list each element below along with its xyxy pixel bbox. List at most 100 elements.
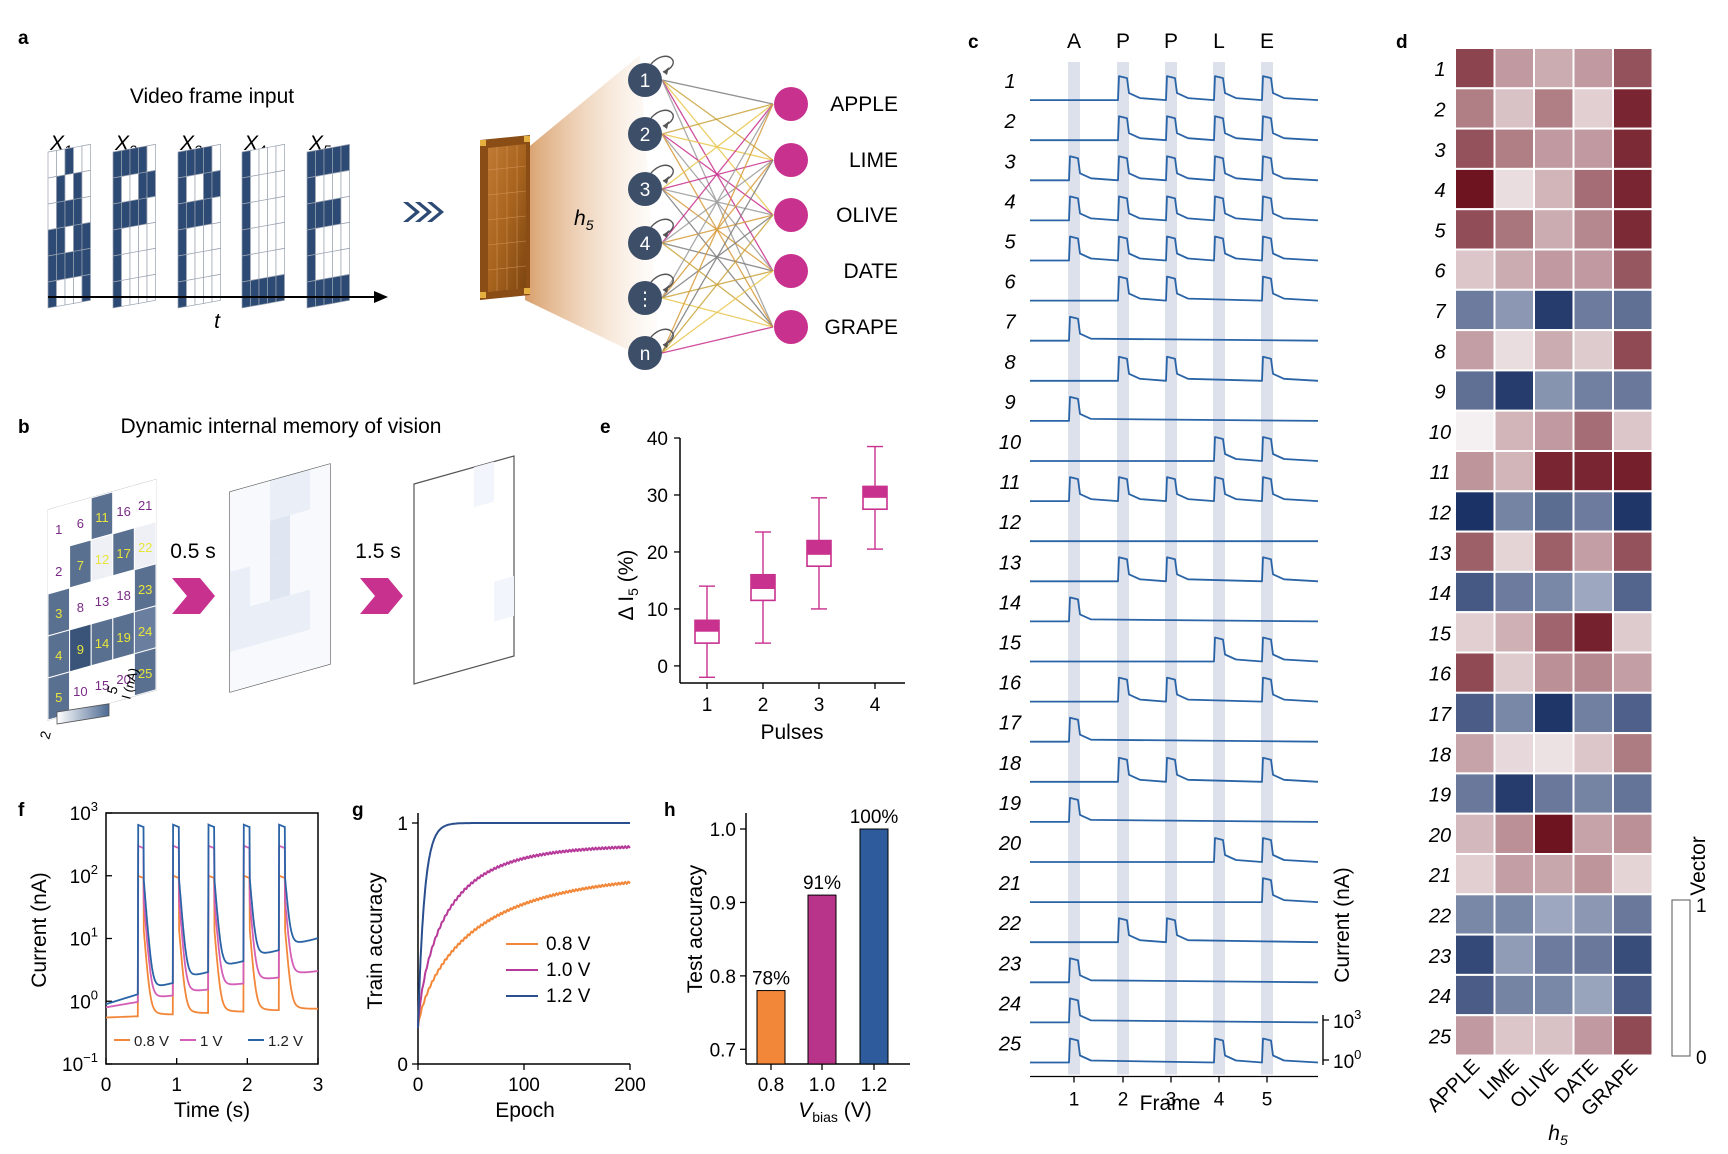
row-label: 18: [999, 753, 1021, 775]
panel-g-letter: g: [352, 800, 364, 821]
frame-pixel: [129, 224, 139, 254]
x-tick-label: 2: [1118, 1090, 1129, 1111]
frame-pixel: [250, 226, 260, 255]
current-line-1V: [106, 844, 318, 1009]
frame-pixel: [203, 197, 213, 226]
output-node: [774, 143, 808, 177]
frame-pixel: [146, 169, 156, 199]
scale-tick-label: 103: [1333, 1007, 1361, 1033]
frame-pixel: [56, 200, 66, 229]
heatmap-cell: [1612, 1014, 1654, 1057]
bar-1.0: [807, 894, 837, 1065]
frame-pixel: [146, 195, 156, 225]
cell-number: 20: [116, 672, 130, 687]
frame-pixel: [275, 221, 285, 251]
frame-pixel: [241, 150, 251, 179]
cell-number: 11: [95, 510, 109, 525]
heatmap-cell: [1454, 409, 1496, 453]
train-accuracy-plot: 0 1 0 100 200 0.8 V 1.0 V 1.2 V: [397, 813, 646, 1096]
heatmap-row-label: 18: [1429, 744, 1451, 766]
heatmap-cell: [1612, 167, 1654, 211]
heatmap-cell: [1533, 47, 1575, 90]
heatmap-cell: [1612, 812, 1654, 856]
frame-pixel: [47, 150, 57, 179]
heatmap-cell: [1493, 933, 1535, 976]
cell-number: 10: [73, 684, 87, 699]
x-tick-label: 4: [1214, 1090, 1225, 1111]
connection-line: [661, 103, 774, 135]
heatmap-cell: [1612, 893, 1654, 936]
frame-pixel: [267, 275, 277, 304]
heatmap-cell: [1572, 530, 1614, 573]
trace-row-11: [1030, 476, 1319, 502]
heatmap-cell: [1454, 812, 1496, 856]
row-label: 21: [998, 873, 1021, 895]
time-0.5s: 0.5 s: [170, 540, 216, 563]
heatmap-cell: [1493, 490, 1535, 533]
frame-pixel: [138, 223, 148, 252]
heatmap-cell: [1572, 369, 1614, 412]
recurrent-nodes: 1 2 3 4 ⋮ n: [628, 55, 674, 370]
frame-pixel: [121, 200, 131, 229]
frame-pixel: [81, 221, 91, 251]
recurrent-node: [628, 117, 662, 151]
panel-g: g 0 1 0 100 200 0.8 V 1.0 V 1.2 V Train accurac…: [352, 800, 646, 1122]
frame-pixel: [194, 198, 204, 228]
heatmap-cell: [1533, 288, 1575, 332]
legend-label: 1.2 V: [268, 1033, 303, 1050]
heatmap-cell: [1454, 248, 1496, 291]
heatmap-cell: [1533, 208, 1575, 251]
cell-number: 19: [116, 630, 130, 645]
heatmap-cell: [1612, 611, 1654, 654]
row-label: 19: [999, 793, 1021, 815]
loop-arrow-icon: [663, 285, 669, 293]
frame-pixel: [121, 278, 131, 307]
heatmap-cell: [1612, 450, 1654, 493]
heatmap-cell: [1533, 973, 1575, 1017]
heatmap-row-label: 13: [1429, 543, 1451, 565]
frame-xlabel: Frame: [1140, 1092, 1201, 1115]
heatmap-cell: [1454, 1014, 1496, 1057]
output-label: OLIVE: [836, 204, 898, 227]
frame-pixel: [332, 145, 342, 174]
frame-pixel: [323, 198, 333, 228]
row-label: 20: [998, 833, 1021, 855]
cell-number: 7: [77, 558, 84, 573]
frame-pixel: [47, 176, 57, 205]
frame-pixel: [315, 252, 325, 281]
panel-a: a Video frame input X1X2X3X4X5 t: [18, 28, 898, 370]
test-accuracy-plot: 0.7 0.8 0.9 1.0 0.8 78% 1.0 91% 1.2 100%: [710, 807, 910, 1096]
y-tick-label: 10: [647, 600, 668, 621]
box-upper-fill: [863, 486, 887, 498]
frame-pixel: [138, 249, 148, 278]
x-tick-label: 3: [1166, 1090, 1177, 1111]
output-node: [774, 254, 808, 288]
connection-line: [661, 188, 774, 328]
frame-pixel: [258, 250, 268, 280]
row-label: 25: [998, 1034, 1022, 1056]
grid-cell: [230, 606, 250, 652]
grid-cell: [290, 629, 310, 676]
frame-pixel: [332, 275, 342, 304]
output-label: APPLE: [830, 93, 898, 116]
output-label: DATE: [844, 260, 898, 283]
connection-line: [661, 270, 774, 354]
heatmap-cell: [1533, 167, 1575, 211]
y-tick-label: 101: [70, 925, 98, 951]
row-label: 2: [1003, 111, 1015, 133]
current-ylabel: Current (nA): [28, 872, 51, 988]
y-tick-label: 0: [397, 1055, 408, 1076]
frame-pixel: [323, 146, 333, 176]
trace-row-24: [1030, 997, 1319, 1024]
trace-row-14: [1030, 596, 1319, 623]
frame-pixel: [73, 145, 83, 174]
heatmap-cell: [1612, 47, 1654, 90]
vector-heatmap: 1234567891011121314151617181920212223242…: [1423, 47, 1654, 1121]
grid-cell: [474, 461, 494, 508]
frame-pixel: [306, 202, 316, 231]
heatmap-cell: [1612, 208, 1654, 251]
grid-cell: [270, 595, 290, 641]
heatmap-cell: [1612, 530, 1654, 573]
frame-pixel: [64, 146, 74, 176]
